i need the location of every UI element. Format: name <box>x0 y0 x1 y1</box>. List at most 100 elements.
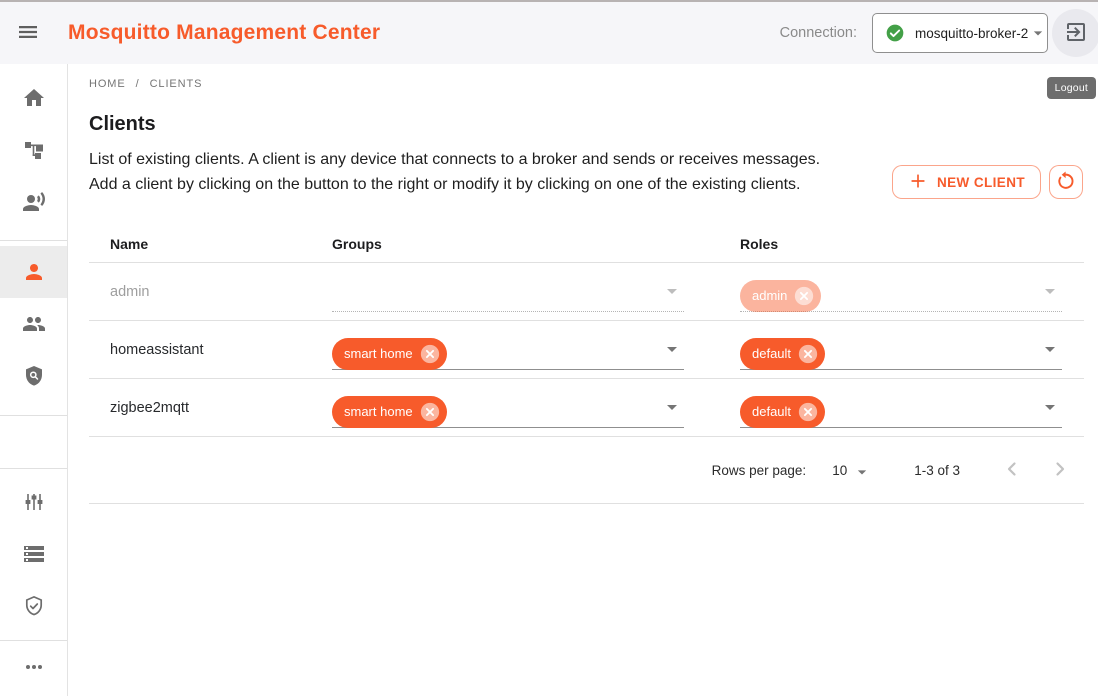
sidebar-divider <box>0 468 67 469</box>
chevron-down-icon <box>1038 279 1062 303</box>
sliders-icon <box>22 490 46 514</box>
logout-button[interactable] <box>1052 9 1098 57</box>
cancel-icon[interactable] <box>793 285 815 307</box>
connection-select[interactable]: mosquitto-broker-2 <box>872 13 1048 53</box>
table-row-homeassistant[interactable]: homeassistant smart home default <box>89 321 1084 379</box>
sidebar-divider <box>0 240 67 241</box>
sidebar-item-roles[interactable] <box>0 350 67 402</box>
chip-admin[interactable]: admin <box>740 279 822 312</box>
more-horiz-icon <box>22 655 46 679</box>
column-header-groups: Groups <box>332 236 382 252</box>
table-row-admin[interactable]: admin admin <box>89 263 1084 321</box>
cancel-icon[interactable] <box>419 343 441 365</box>
sidebar-item-more[interactable] <box>0 641 67 693</box>
logout-icon <box>1064 20 1088 47</box>
sidebar-divider <box>0 640 67 641</box>
connection-value: mosquitto-broker-2 <box>915 25 1029 41</box>
rows-per-page-label: Rows per page: <box>711 462 807 478</box>
app-title: Mosquitto Management Center <box>68 21 381 44</box>
breadcrumb-home-link[interactable]: HOME <box>89 78 126 90</box>
table-body: admin admin homeassistant smart home default… <box>89 263 1084 437</box>
groups-select[interactable]: smart home <box>332 388 684 428</box>
rows-per-page-value: 10 <box>832 462 848 478</box>
column-header-name: Name <box>110 236 149 252</box>
sidebar-item-clients[interactable] <box>0 246 67 298</box>
hamburger-icon <box>16 20 40 47</box>
chip-label: smart home <box>344 404 413 419</box>
cancel-icon[interactable] <box>419 401 441 423</box>
chevron-down-icon <box>1028 23 1048 43</box>
person-icon <box>22 260 46 284</box>
page-description: List of existing clients. A client is an… <box>89 151 821 193</box>
breadcrumb-separator: / <box>135 78 140 90</box>
refresh-button[interactable] <box>1049 165 1083 199</box>
record-voice-icon <box>22 190 46 214</box>
groups-select[interactable] <box>332 272 684 312</box>
sidebar-item-security[interactable] <box>0 580 67 632</box>
roles-cell: admin <box>740 272 1084 312</box>
breadcrumb: HOME / CLIENTS <box>89 78 1083 90</box>
clients-table: Name Groups Roles admin admin homeassistan… <box>89 226 1084 504</box>
groups-cell: smart home <box>332 388 740 428</box>
previous-page-button[interactable] <box>988 446 1036 494</box>
pagination-bar: Rows per page: 10 1-3 of 3 <box>89 437 1084 504</box>
sidebar-section <box>0 416 67 468</box>
groups-select[interactable]: smart home <box>332 330 684 370</box>
cancel-icon[interactable] <box>797 343 819 365</box>
chip-default[interactable]: default <box>740 395 826 428</box>
chip-label: admin <box>752 288 788 303</box>
page-actions: NEW CLIENT <box>892 165 1083 199</box>
chevron-down-icon <box>852 462 872 482</box>
chevron-down-icon <box>660 337 684 361</box>
people-icon <box>22 312 46 336</box>
sidebar-item-groups[interactable] <box>0 298 67 350</box>
sidebar-section <box>0 64 67 240</box>
sidebar-item-settings[interactable] <box>0 476 67 528</box>
page-title: Clients <box>89 113 156 135</box>
storage-list-icon <box>22 542 46 566</box>
roles-select[interactable]: default <box>740 388 1062 428</box>
chevron-down-icon <box>660 395 684 419</box>
main-content: HOME / CLIENTS Clients List of existing … <box>68 64 1098 696</box>
sidebar-section <box>0 469 67 640</box>
topology-icon <box>22 138 46 162</box>
pagination-range: 1-3 of 3 <box>914 462 960 478</box>
table-header-row: Name Groups Roles <box>89 226 1084 263</box>
sidebar-item-home[interactable] <box>0 72 67 124</box>
column-header-roles: Roles <box>740 236 779 252</box>
chip-smart-home[interactable]: smart home <box>332 337 447 370</box>
sidebar-item-streams[interactable] <box>0 528 67 580</box>
roles-cell: default <box>740 330 1084 370</box>
sidebar <box>0 64 68 696</box>
roles-select[interactable]: admin <box>740 272 1062 312</box>
sidebar-section <box>0 241 67 415</box>
chip-label: default <box>752 404 792 419</box>
check-circle-icon <box>885 23 905 43</box>
plus-icon <box>908 171 928 194</box>
new-client-label: NEW CLIENT <box>937 174 1025 190</box>
chevron-down-icon <box>1038 395 1062 419</box>
groups-cell: smart home <box>332 330 740 370</box>
chip-smart-home[interactable]: smart home <box>332 395 447 428</box>
sidebar-section <box>0 641 67 693</box>
chevron-down-icon <box>660 279 684 303</box>
roles-select[interactable]: default <box>740 330 1062 370</box>
home-icon <box>22 86 46 110</box>
next-page-button[interactable] <box>1036 446 1084 494</box>
app-bar: Mosquitto Management Center Connection: … <box>0 2 1098 64</box>
client-name: admin <box>110 283 150 300</box>
cancel-icon[interactable] <box>797 401 819 423</box>
rows-per-page-select[interactable]: 10 <box>832 458 872 482</box>
window-top-border <box>0 0 1098 2</box>
roles-cell: default <box>740 388 1084 428</box>
table-row-zigbee2mqtt[interactable]: zigbee2mqtt smart home default <box>89 379 1084 437</box>
sidebar-item-topology[interactable] <box>0 124 67 176</box>
chevron-right-icon <box>1048 457 1072 484</box>
shield-search-icon <box>22 364 46 388</box>
sidebar-item-connected-clients[interactable] <box>0 176 67 228</box>
chip-default[interactable]: default <box>740 337 826 370</box>
logout-tooltip: Logout <box>1046 77 1096 99</box>
menu-button[interactable] <box>8 13 48 53</box>
new-client-button[interactable]: NEW CLIENT <box>892 165 1041 199</box>
chip-label: smart home <box>344 346 413 361</box>
